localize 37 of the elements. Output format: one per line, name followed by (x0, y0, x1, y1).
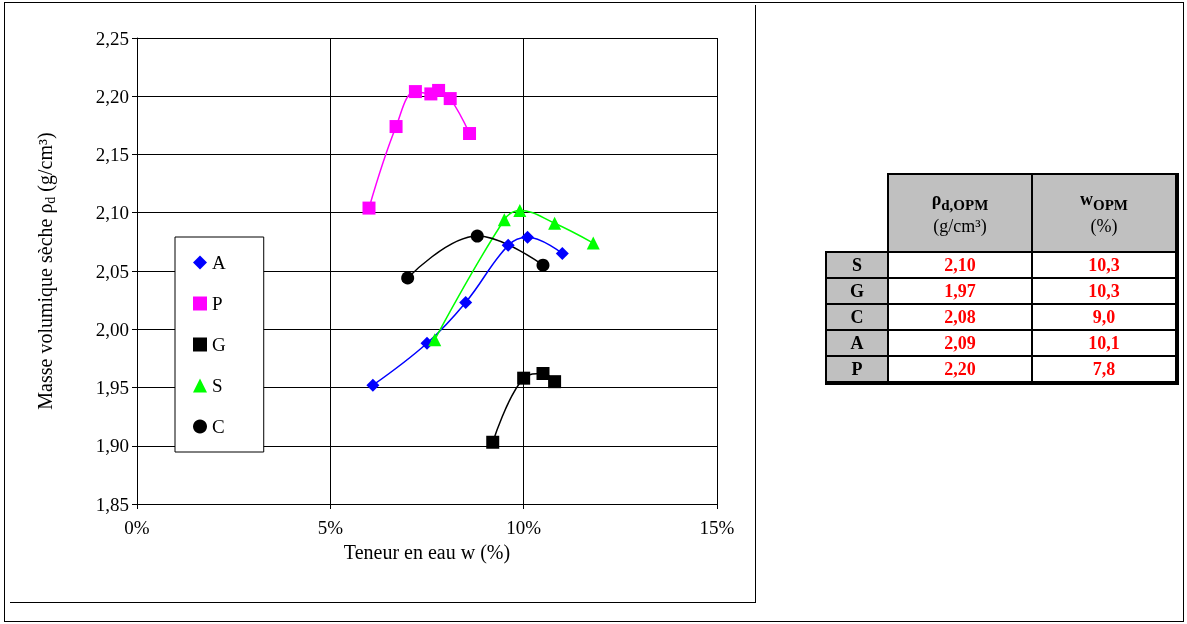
category-label: P (826, 356, 888, 383)
x-tick-label: 0% (124, 517, 150, 538)
legend-label: A (212, 252, 226, 273)
x-axis-title: Teneur en eau w (%) (343, 540, 511, 564)
category-label: C (826, 304, 888, 330)
category-label: A (826, 330, 888, 356)
y-tick-label: 2,00 (95, 318, 129, 340)
text: 2,20 (888, 356, 1032, 383)
legend-label: S (212, 375, 223, 396)
text: 2,09 (888, 330, 1032, 356)
y-tick-label: 2,20 (95, 85, 129, 107)
y-tick-label: 1,90 (95, 435, 129, 457)
y-tick-label: 1,95 (95, 377, 129, 398)
category-label: G (826, 278, 888, 304)
text: 10,3 (1032, 278, 1177, 304)
text: 9,0 (1032, 304, 1177, 330)
y-tick-label: 1,85 (95, 493, 129, 515)
y-tick-label: 2,05 (95, 260, 129, 282)
text: 1,97 (888, 278, 1032, 304)
legend-label: G (212, 334, 226, 355)
x-tick-label: 10% (506, 517, 542, 538)
legend-label: P (212, 293, 223, 314)
y-tick-label: 2,10 (95, 202, 129, 224)
text: w$_{OPM}$ (%) (1032, 174, 1177, 252)
text: ρ$_{d,OPM}$ (g/cm³) (888, 174, 1032, 252)
text: 10,1 (1032, 330, 1177, 356)
legend-label: C (212, 416, 225, 437)
text: 10,3 (1032, 252, 1177, 278)
text: 7,8 (1032, 356, 1177, 383)
category-label: S (826, 252, 888, 278)
y-axis-title: Masse volumique sèche ρd (g/cm³) (34, 132, 58, 410)
x-tick-label: 5% (317, 517, 344, 538)
x-tick-label: 15% (699, 517, 735, 538)
text: 2,08 (888, 304, 1032, 330)
text: 2,10 (888, 252, 1032, 278)
y-tick-label: 2,25 (95, 27, 129, 49)
y-tick-label: 2,15 (95, 144, 129, 165)
